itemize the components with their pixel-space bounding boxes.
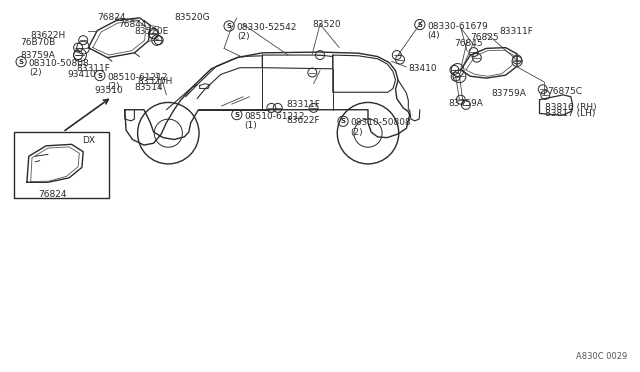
Text: 83520: 83520: [312, 20, 341, 29]
Text: 76824: 76824: [38, 190, 67, 199]
Text: 93410: 93410: [67, 70, 96, 79]
Text: S: S: [417, 22, 422, 28]
Text: 08310-50808: 08310-50808: [29, 59, 90, 68]
Text: (1): (1): [244, 121, 257, 130]
Text: (4): (4): [428, 31, 440, 40]
Text: 83816 (RH): 83816 (RH): [545, 103, 597, 112]
Bar: [14, 132, 109, 198]
Text: S: S: [340, 118, 346, 124]
Text: S: S: [234, 112, 239, 118]
Text: 83622F: 83622F: [287, 116, 321, 125]
Text: 83759A: 83759A: [448, 99, 483, 108]
Text: 76825: 76825: [470, 33, 499, 42]
Text: S: S: [97, 73, 102, 78]
Text: (2): (2): [237, 32, 250, 41]
Text: 76824: 76824: [97, 13, 126, 22]
Text: 83514: 83514: [134, 83, 163, 92]
Text: 76875C: 76875C: [547, 87, 582, 96]
Text: 83410: 83410: [408, 64, 437, 73]
Text: (2): (2): [29, 68, 42, 77]
Text: 83520H: 83520H: [138, 77, 173, 86]
Text: 08510-61212: 08510-61212: [244, 112, 305, 121]
Text: 08330-52542: 08330-52542: [237, 23, 297, 32]
Text: 83817 (LH): 83817 (LH): [545, 109, 596, 118]
Text: S: S: [19, 59, 24, 65]
Text: 08310-50808: 08310-50808: [351, 118, 412, 127]
Text: 76845: 76845: [454, 39, 483, 48]
Text: (2): (2): [351, 128, 364, 137]
Text: 76B70B: 76B70B: [20, 38, 56, 47]
Text: 08510-61212: 08510-61212: [108, 73, 168, 81]
Text: (2): (2): [108, 82, 120, 91]
Text: 76844: 76844: [118, 20, 147, 29]
Text: 83520G: 83520G: [174, 13, 210, 22]
Text: 83759A: 83759A: [20, 51, 55, 60]
Text: 83622H: 83622H: [31, 31, 66, 39]
Text: A830C 0029: A830C 0029: [576, 352, 627, 361]
Text: 83311F: 83311F: [77, 64, 111, 73]
Text: 83759A: 83759A: [492, 89, 526, 97]
Text: 83311F: 83311F: [499, 27, 533, 36]
Text: 83520E: 83520E: [134, 27, 169, 36]
Text: S: S: [227, 23, 232, 29]
Text: 93510: 93510: [95, 86, 124, 94]
Text: 08330-61679: 08330-61679: [428, 22, 488, 31]
Text: 83311F: 83311F: [287, 100, 321, 109]
Text: DX: DX: [82, 136, 95, 145]
